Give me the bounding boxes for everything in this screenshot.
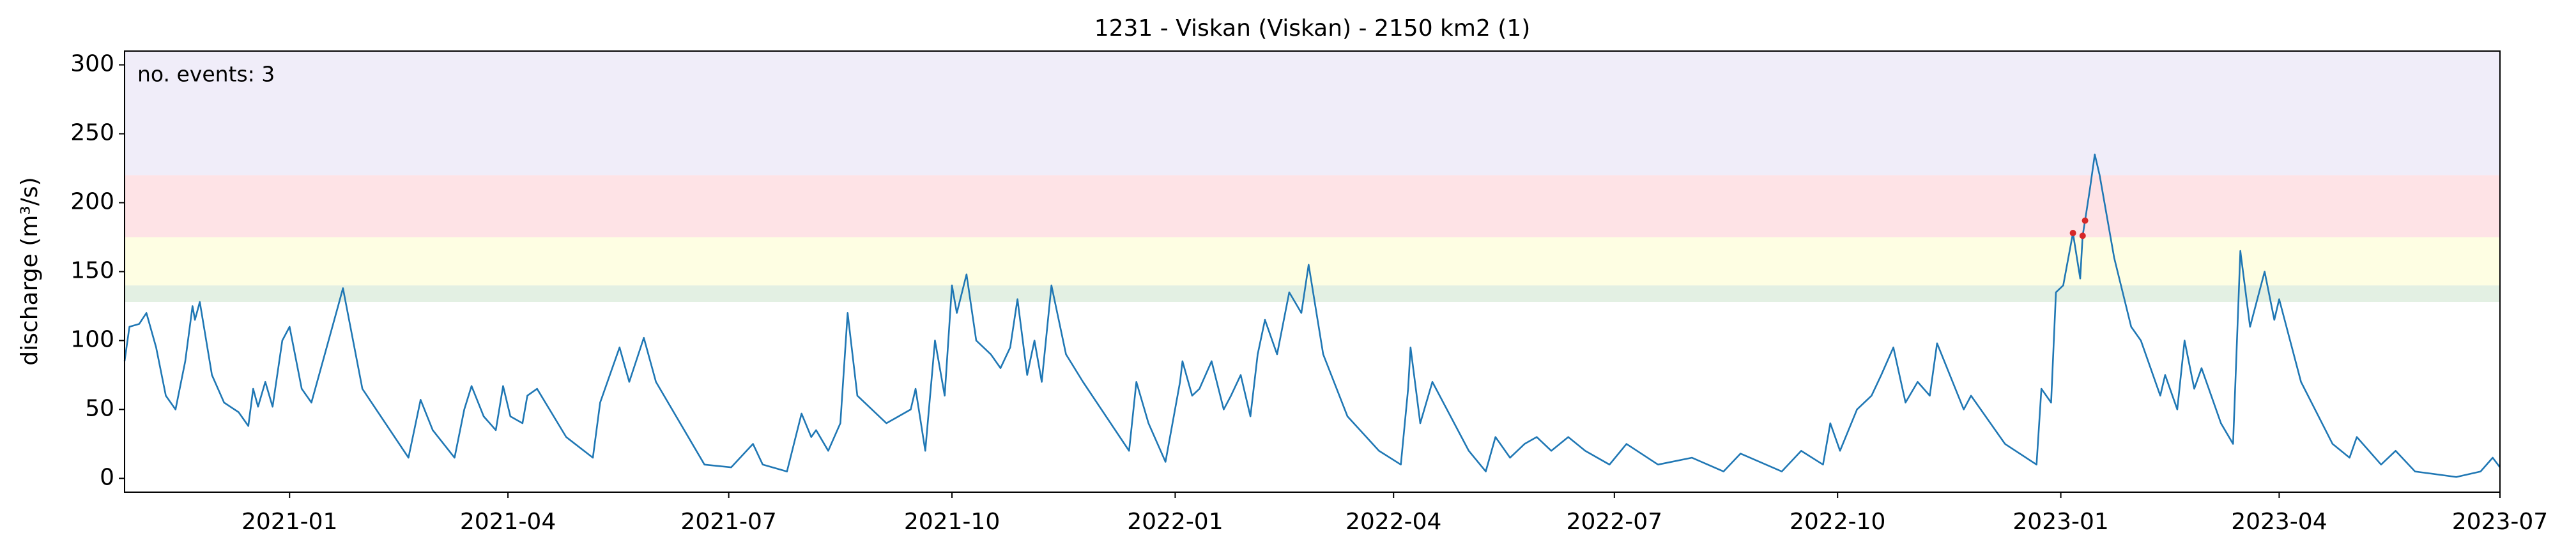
- y-tick-label: 0: [100, 464, 114, 490]
- x-tick-label: 2022-10: [1790, 509, 1885, 535]
- event-point: [2082, 217, 2089, 224]
- x-tick-label: 2021-07: [680, 509, 776, 535]
- y-tick-label: 200: [70, 189, 114, 215]
- event-point: [2079, 232, 2086, 239]
- x-tick-label: 2023-07: [2452, 509, 2548, 535]
- y-tick-label: 250: [70, 120, 114, 146]
- plot-frame: [124, 50, 2501, 493]
- discharge-line: [123, 153, 2501, 478]
- chart-title: 1231 - Viskan (Viskan) - 2150 km2 (1): [1094, 15, 1531, 41]
- y-tick-label: 300: [70, 51, 114, 77]
- x-tick-label: 2022-07: [1567, 509, 1662, 535]
- threshold-band: [125, 175, 2500, 237]
- x-tick-label: 2022-01: [1127, 509, 1223, 535]
- events-annotation: no. events: 3: [137, 62, 275, 87]
- y-tick-label: 100: [70, 326, 114, 352]
- threshold-band: [125, 51, 2500, 176]
- y-tick-label: 50: [85, 395, 114, 421]
- y-tick-label: 150: [70, 258, 114, 284]
- x-tick-label: 2023-04: [2231, 509, 2327, 535]
- x-tick-label: 2021-10: [904, 509, 1000, 535]
- y-axis-label: discharge (m³/s): [17, 177, 43, 365]
- x-tick-label: 2022-04: [1346, 509, 1441, 535]
- x-tick-label: 2023-01: [2012, 509, 2108, 535]
- event-point: [2069, 230, 2076, 237]
- x-tick-label: 2021-01: [241, 509, 337, 535]
- threshold-band: [125, 237, 2500, 286]
- x-tick-label: 2021-04: [460, 509, 556, 535]
